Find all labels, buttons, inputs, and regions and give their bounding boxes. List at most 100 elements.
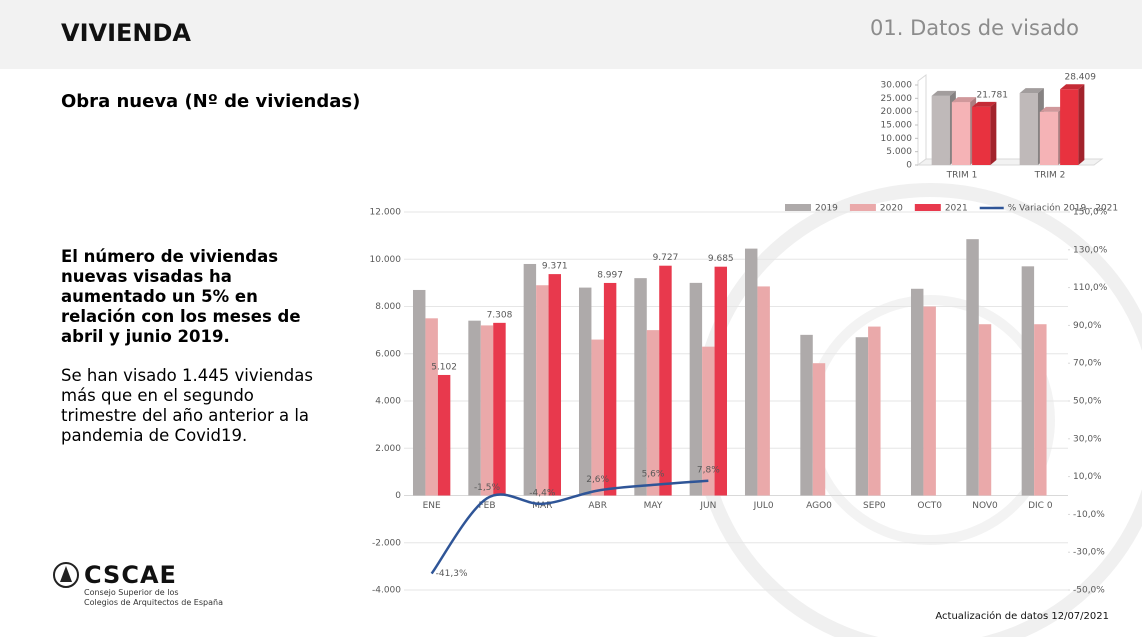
bar bbox=[744, 248, 758, 496]
logo-line: Colegios de Arquitectos de España bbox=[84, 598, 223, 607]
y-tick-label: 0 bbox=[906, 161, 912, 171]
bar-top bbox=[951, 97, 977, 103]
y2-tick-label: 130,0% bbox=[1073, 245, 1108, 255]
bar bbox=[1021, 266, 1035, 496]
y-tick-label: 10.000 bbox=[370, 255, 402, 265]
bar-top bbox=[972, 101, 997, 107]
bar bbox=[548, 274, 562, 496]
data-label: 9.685 bbox=[708, 254, 734, 264]
y-tick-label: 8.000 bbox=[375, 302, 401, 312]
x-tick-label: FEB bbox=[478, 501, 495, 511]
data-label: -4,4% bbox=[529, 488, 556, 498]
y-tick-label: 6.000 bbox=[375, 349, 401, 359]
y-tick-label: 15.000 bbox=[881, 121, 913, 131]
highlight-text: El número de viviendas nuevas visadas ha… bbox=[61, 247, 301, 346]
x-tick-label: ENE bbox=[423, 501, 441, 511]
bar bbox=[578, 287, 592, 496]
x-tick-label: DIC 0 bbox=[1028, 501, 1053, 511]
footer: Actualización de datos 12/07/2021 bbox=[935, 611, 1109, 622]
data-label: 7,8% bbox=[697, 465, 720, 475]
y2-tick-label: 90,0% bbox=[1073, 321, 1102, 331]
title: VIVIENDA bbox=[61, 19, 191, 47]
bar bbox=[689, 282, 703, 496]
y2-tick-label: 110,0% bbox=[1073, 283, 1108, 293]
bar bbox=[757, 286, 770, 496]
bar bbox=[923, 306, 936, 496]
bar bbox=[634, 278, 647, 496]
data-label: 28.409 bbox=[1064, 73, 1096, 83]
data-label: -1,5% bbox=[474, 483, 501, 493]
bar bbox=[536, 285, 549, 496]
bar bbox=[702, 346, 715, 496]
x-tick-label: TRIM 2 bbox=[1034, 171, 1066, 181]
logo: CSCAE bbox=[84, 561, 177, 589]
bar bbox=[659, 265, 672, 496]
chart-wall bbox=[917, 74, 927, 166]
x-tick-label: JUL0 bbox=[753, 501, 774, 511]
bar bbox=[480, 325, 494, 496]
y-tick-label: 2.000 bbox=[375, 444, 401, 454]
legend-label: 2021 bbox=[945, 204, 968, 214]
legend-swatch bbox=[849, 204, 876, 211]
bar bbox=[1034, 324, 1047, 496]
data-label: 7.308 bbox=[487, 310, 513, 320]
y-tick-label: 5.000 bbox=[886, 147, 912, 157]
y2-tick-label: 150,0% bbox=[1073, 208, 1108, 218]
logo-icon bbox=[53, 562, 79, 588]
data-label: -41,3% bbox=[436, 569, 468, 579]
x-tick-label: SEP0 bbox=[863, 501, 886, 511]
bar bbox=[951, 102, 971, 165]
logo-line: Consejo Superior de los bbox=[84, 588, 179, 597]
x-tick-label: AGO0 bbox=[806, 501, 832, 511]
bar bbox=[1039, 111, 1059, 165]
data-label: 9.727 bbox=[653, 253, 679, 263]
bar bbox=[468, 320, 481, 496]
bar bbox=[714, 266, 728, 496]
bar-side bbox=[990, 101, 997, 165]
y2-tick-label: 70,0% bbox=[1073, 359, 1102, 369]
data-label: 5,6% bbox=[642, 469, 665, 479]
bar bbox=[855, 337, 869, 496]
bar bbox=[966, 239, 979, 496]
data-label: 2,6% bbox=[586, 475, 609, 485]
bar-top bbox=[1019, 88, 1044, 94]
data-label: 9.371 bbox=[542, 262, 568, 272]
y2-tick-label: 10,0% bbox=[1073, 472, 1102, 482]
logo-subtitle: Consejo Superior de los Colegios de Arqui… bbox=[84, 588, 223, 608]
x-tick-label: MAR bbox=[532, 501, 552, 511]
bar-top bbox=[1039, 106, 1065, 112]
y-tick-label: 25.000 bbox=[881, 94, 913, 104]
subtitle: Obra nueva (Nº de viviendas) bbox=[61, 91, 361, 112]
y2-tick-label: 50,0% bbox=[1073, 397, 1102, 407]
bar bbox=[412, 289, 426, 496]
bar-top bbox=[1060, 84, 1085, 90]
bar bbox=[910, 288, 924, 496]
x-tick-label: TRIM 1 bbox=[946, 171, 978, 181]
x-tick-label: NOV0 bbox=[972, 501, 998, 511]
legend-label: 2020 bbox=[880, 204, 903, 214]
bar-top bbox=[931, 90, 956, 96]
bar bbox=[603, 282, 617, 496]
y2-tick-label: -30,0% bbox=[1073, 548, 1105, 558]
bar bbox=[931, 95, 950, 165]
y2-tick-label: -10,0% bbox=[1073, 510, 1105, 520]
bar bbox=[591, 339, 604, 496]
y-tick-label: 20.000 bbox=[881, 107, 913, 117]
bar bbox=[646, 330, 660, 496]
legend-swatch bbox=[914, 204, 941, 211]
y-tick-label: 0 bbox=[395, 491, 401, 501]
bar bbox=[493, 322, 506, 496]
y-tick-label: 30.000 bbox=[881, 81, 913, 91]
bar bbox=[800, 334, 813, 496]
legend-label: % Variación 2019 - 2021 bbox=[1008, 203, 1118, 214]
bar bbox=[437, 374, 451, 496]
y-tick-label: -4.000 bbox=[372, 586, 401, 596]
x-tick-label: MAY bbox=[644, 501, 663, 511]
bar bbox=[978, 324, 992, 496]
y-tick-label: 4.000 bbox=[375, 397, 401, 407]
logo-icon bbox=[60, 566, 72, 582]
bar-side bbox=[1078, 84, 1085, 165]
header-bar bbox=[0, 0, 1142, 69]
